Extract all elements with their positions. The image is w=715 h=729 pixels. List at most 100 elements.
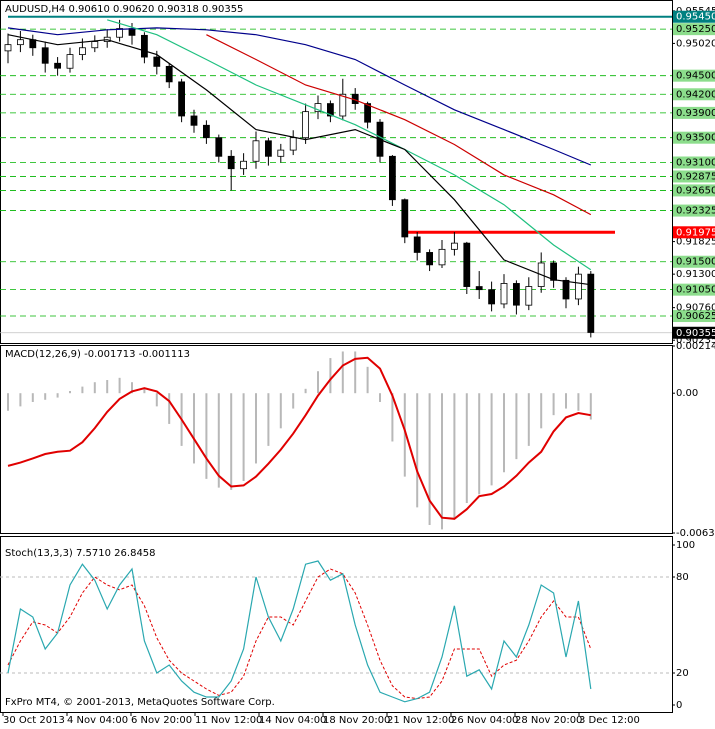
y-tick-label: 0.002149 <box>676 341 715 352</box>
candle-body <box>339 93 347 117</box>
candle-body <box>513 283 520 306</box>
level-label: 0.94500 <box>676 71 715 82</box>
y-tick-label: 0 <box>676 700 682 711</box>
candle-body <box>388 155 396 201</box>
y-tick-label: 0.90235 <box>676 335 715 346</box>
level-label-bg <box>673 69 715 82</box>
candle-body <box>4 44 12 52</box>
moving-average <box>7 27 592 166</box>
level-label: 0.95250 <box>676 24 715 35</box>
candle-body <box>488 289 496 305</box>
candle-body <box>264 140 272 157</box>
candle-body <box>16 39 24 46</box>
x-tick-label: 30 Oct 2013 <box>3 715 65 726</box>
y-tick-label: 0.90760 <box>676 303 715 314</box>
candle-body <box>463 242 471 287</box>
x-tick-label: 11 Nov 12:00 <box>195 715 262 726</box>
candle-body <box>326 103 334 117</box>
level-label: 0.92650 <box>676 185 715 196</box>
stoch-main <box>7 560 592 703</box>
y-tick-label: 0.91825 <box>676 237 715 248</box>
level-label-bg <box>673 184 715 197</box>
last-price-label: 0.90355 <box>676 328 715 339</box>
level-label: 0.92875 <box>676 171 715 182</box>
level-label-bg <box>673 156 715 169</box>
level-label: 0.94200 <box>676 89 715 100</box>
candle-body <box>140 34 148 58</box>
candle-body <box>438 248 446 266</box>
level-label-bg <box>673 170 715 183</box>
candle-body <box>525 286 533 306</box>
moving-average <box>7 34 591 286</box>
level-label-bg <box>673 283 715 296</box>
x-tick-label: 4 Nov 04:00 <box>67 715 128 726</box>
hline-label: 0.95450 <box>676 12 715 23</box>
candle-body <box>289 137 297 151</box>
x-tick-label: 6 Nov 20:00 <box>131 715 192 726</box>
candle-body <box>302 111 310 139</box>
macd-panel <box>0 345 673 534</box>
y-tick-label: -0.006366 <box>676 528 715 539</box>
y-tick-label: 20 <box>676 668 689 679</box>
level-label-bg <box>673 255 715 268</box>
moving-average <box>206 34 592 216</box>
level-label-bg <box>673 23 715 36</box>
candle-body <box>575 273 582 300</box>
level-label: 0.91050 <box>676 285 715 296</box>
x-tick-label: 18 Nov 20:00 <box>323 715 390 726</box>
level-label: 0.91500 <box>676 257 715 268</box>
level-label: 0.93500 <box>676 133 715 144</box>
stoch-signal <box>7 568 592 700</box>
level-label: 0.92325 <box>676 206 715 217</box>
x-tick-label: 14 Nov 04:00 <box>259 715 326 726</box>
candle-body <box>550 262 557 281</box>
candle-body <box>587 273 595 333</box>
candle-body <box>202 124 210 139</box>
y-tick-label: 80 <box>676 572 689 583</box>
candle-body <box>562 279 570 300</box>
y-tick-label: 100 <box>676 540 695 551</box>
macd-signal <box>7 356 591 520</box>
x-tick-label: 28 Nov 20:00 <box>515 715 582 726</box>
candle-body <box>314 103 322 113</box>
candle-body <box>153 56 161 67</box>
y-tick-label: 0.95020 <box>676 38 715 49</box>
candle-body <box>252 140 260 162</box>
candle-body <box>426 252 434 266</box>
level-label: 0.93100 <box>676 158 715 169</box>
candle-body <box>178 81 186 117</box>
candle-body <box>91 41 99 49</box>
y-tick-label: 0.91300 <box>676 269 715 280</box>
level-label-bg <box>673 204 715 217</box>
candle-body <box>66 54 74 69</box>
candle-body <box>450 242 458 250</box>
level-label-bg <box>673 310 715 323</box>
level-label-bg <box>673 106 715 119</box>
moving-average <box>107 19 592 271</box>
candle-body <box>41 47 49 64</box>
panel-title: AUDUSD,H4 0.90610 0.90620 0.90318 0.9035… <box>5 4 243 15</box>
candle-body <box>227 155 235 170</box>
level-label: 0.93900 <box>676 108 715 119</box>
y-tick-label: 0.00 <box>676 388 698 399</box>
candle-body <box>364 103 372 123</box>
candle-body <box>475 286 483 291</box>
footer: FxPro MT4, © 2001-2013, MetaQuotes Softw… <box>5 697 275 708</box>
hline-label-bg <box>673 10 715 23</box>
candle-body <box>240 160 248 170</box>
level-label-bg <box>673 88 715 101</box>
candle-body <box>165 65 173 83</box>
level-label-bg <box>673 131 715 144</box>
hline-label: 0.91975 <box>676 227 715 238</box>
candle-body <box>413 236 421 253</box>
candle-body <box>401 199 409 238</box>
candle-body <box>29 39 37 49</box>
candle-body <box>277 149 285 157</box>
candle-body <box>215 137 223 157</box>
candle-body <box>79 47 86 55</box>
candle-body <box>116 28 123 38</box>
candle-body <box>190 115 198 126</box>
candle-body <box>128 28 136 36</box>
